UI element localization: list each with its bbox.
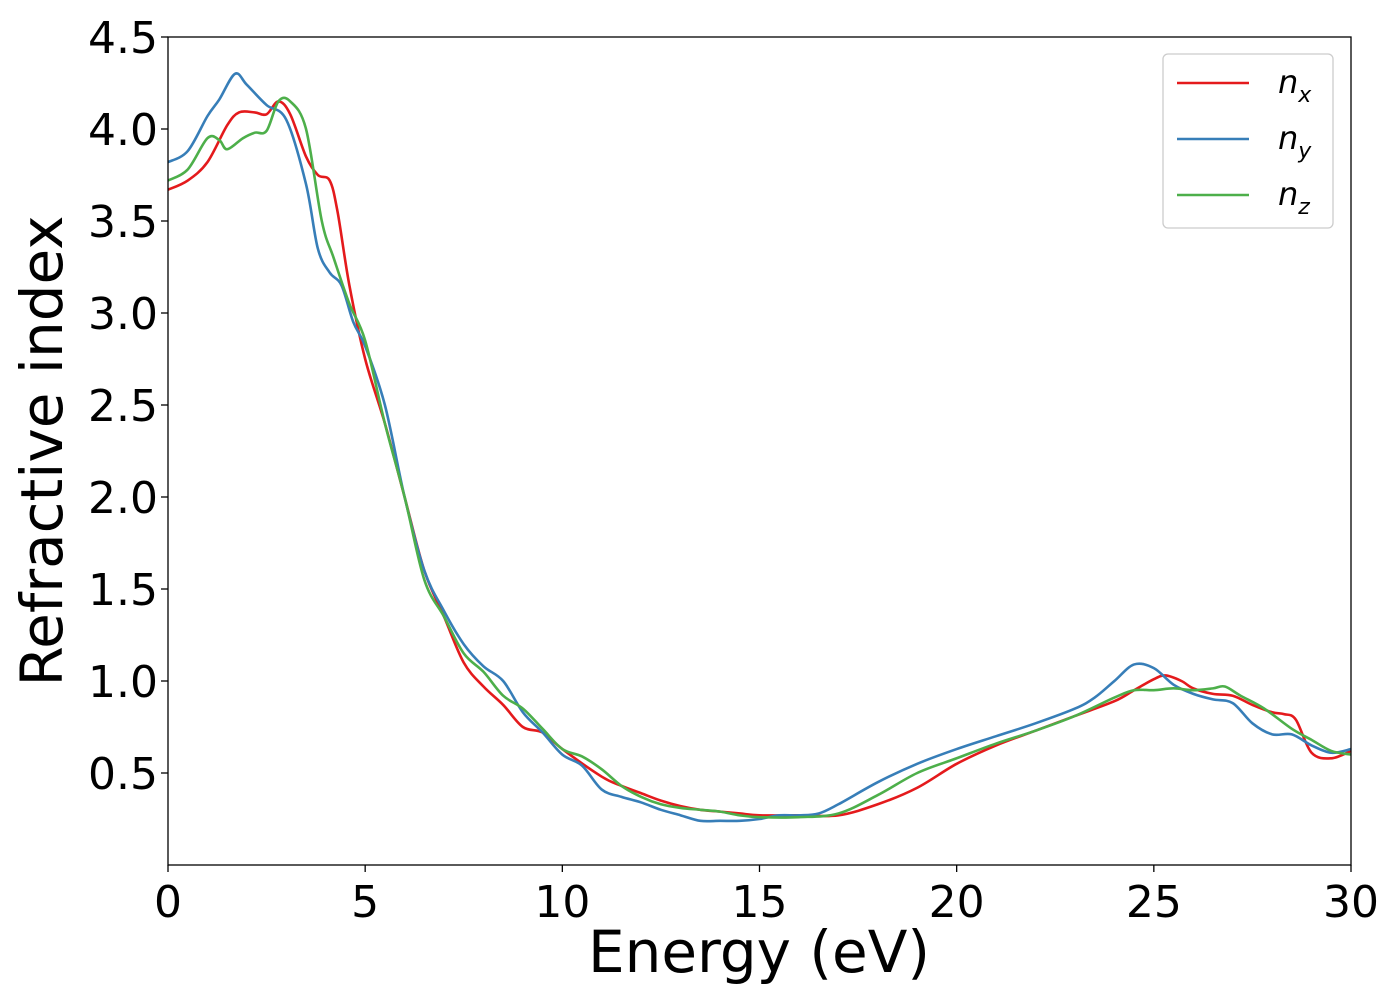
x-tick-label: 15 [732,877,788,928]
y-tick-label: 2.0 [88,473,158,524]
y-tick-label: 3.5 [88,197,158,248]
legend-label-base: n [1278,175,1298,213]
series-line-n-z [168,96,1351,819]
y-tick-label: 4.0 [88,105,158,156]
y-tick-label: 1.5 [88,565,158,616]
y-tick-label: 3.0 [88,289,158,340]
x-axis: 0 5 10 15 20 25 30 [154,865,1379,928]
legend-label-subscript: z [1297,195,1310,220]
x-tick-label: 25 [1126,877,1182,928]
x-tick-label: 30 [1323,877,1379,928]
y-tick-label: 0.5 [88,749,158,800]
legend-label-base: n [1278,119,1298,157]
y-tick-label: 4.5 [88,13,158,64]
legend-label-base: n [1278,63,1298,101]
legend-label-n-y: ny [1278,119,1312,164]
y-axis-label: Refractive index [8,215,76,686]
x-tick-label: 20 [929,877,985,928]
series-line-n-x [168,100,1351,818]
x-tick-label: 5 [351,877,379,928]
y-axis: 0.5 1.0 1.5 2.0 2.5 3.0 3.5 4.0 4.5 [88,13,168,800]
x-tick-label: 0 [154,877,182,928]
y-tick-label: 2.5 [88,381,158,432]
legend-label-subscript: x [1297,83,1312,108]
x-axis-label: Energy (eV) [588,918,930,986]
legend-label-n-x: nx [1278,63,1312,108]
series-line-n-y [168,72,1351,823]
plot-area [168,37,1351,865]
legend-label-subscript: y [1297,139,1312,164]
y-tick-label: 1.0 [88,657,158,708]
x-tick-label: 10 [534,877,590,928]
legend-label-n-z: nz [1278,175,1310,220]
series-layer [168,72,1351,823]
legend-box [1162,53,1334,229]
